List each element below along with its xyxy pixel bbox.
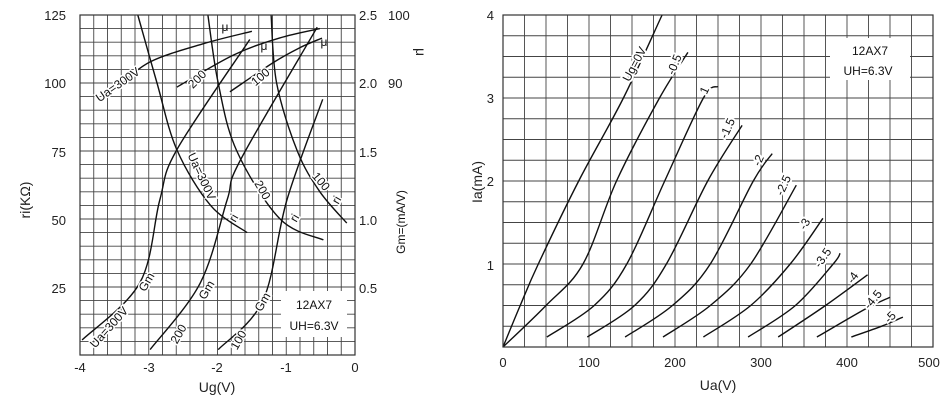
ri-100v-label: 100	[309, 169, 333, 194]
gm-tick: 2.0	[359, 76, 377, 91]
x-tick: 0	[499, 355, 506, 370]
x-tick: -2	[211, 360, 223, 375]
y-tick: 25	[52, 281, 66, 296]
y-tick: 50	[52, 213, 66, 228]
ri-label: ri	[226, 212, 241, 225]
curve-ug-0v	[502, 14, 663, 348]
left-chart-ri-mu-gm: 12AX7 UH=6.3V 125 100 75 50 25 -4 -3 -2 …	[17, 8, 429, 395]
mu-tick: 90	[388, 76, 402, 91]
x-tick: -1	[280, 360, 292, 375]
x-tick: 0	[351, 360, 358, 375]
right-chart-plate-characteristics: 12AX7 UH=6.3V 1 2 3 4 0 100 200 300 400 …	[469, 8, 940, 393]
y-tick: 100	[44, 76, 66, 91]
curve-label-ug-1: 1	[697, 84, 713, 96]
curve-ug-3v	[703, 217, 824, 338]
curve-label-ug-3: -3	[796, 216, 814, 233]
curve-ug-2v	[624, 153, 773, 338]
x-tick: 200	[664, 355, 686, 370]
x-axis-label: Ua(V)	[700, 377, 737, 393]
mu-100v-label: 100	[248, 65, 273, 89]
curve-ug-3.5v	[747, 252, 841, 338]
x-tick: 300	[750, 355, 772, 370]
curve-ug-2.5v	[662, 184, 797, 338]
right-plot-frame	[502, 14, 934, 348]
y-tick: 1	[487, 258, 494, 273]
gm-label: Gm	[252, 290, 274, 314]
curve-label-ug-4.5: -4.5	[861, 287, 885, 312]
curve-μ-ua-100v	[229, 37, 323, 93]
x-tick: -4	[74, 360, 86, 375]
mu-label: μ	[321, 35, 328, 49]
curve-ri-ua-200v	[207, 14, 324, 241]
mu-label: μ	[261, 39, 268, 53]
curve-μ-ua-200v	[176, 27, 321, 88]
x-tick: 500	[918, 355, 940, 370]
right-curve-labels: Ug=0V -0.5 1 -1.5 -2 -2.5 -3 -3.5 -4 -4.…	[618, 42, 902, 327]
y-tick: 2	[487, 174, 494, 189]
gm-label: Gm	[196, 278, 218, 302]
curve-gm-ua-300v	[81, 39, 251, 341]
curve-label-ug-5: -5	[881, 308, 899, 326]
curve-label-ug-2: -2	[750, 152, 767, 168]
gm-tick: 2.5	[359, 8, 377, 23]
curve-μ-ua-300v	[116, 30, 253, 89]
x-tick: 100	[578, 355, 600, 370]
y-tick: 4	[487, 8, 494, 23]
x-tick: -3	[143, 360, 155, 375]
mu-label: μ	[222, 20, 229, 34]
y-tick: 125	[44, 8, 66, 23]
y-axis-label: ri(KΩ)	[17, 182, 33, 219]
curve-ug-0.5v	[502, 52, 689, 348]
x-tick: 400	[836, 355, 858, 370]
right-tube-type: 12AX7	[852, 44, 888, 58]
ri-200v-label: 200	[251, 178, 273, 203]
mu-tick: 100	[388, 8, 410, 23]
gm-axis-label: Gm=(mA/V)	[394, 190, 408, 254]
curve-gm-ua-200v	[149, 26, 318, 351]
curve-ug-1.5v	[586, 125, 743, 338]
y-tick: 75	[52, 145, 66, 160]
gm-tick: 0.5	[359, 281, 377, 296]
gm-tick: 1.0	[359, 213, 377, 228]
curve-ri-ua-100v	[270, 14, 348, 224]
left-curves	[81, 14, 348, 351]
y-tick: 3	[487, 91, 494, 106]
right-grid	[502, 14, 934, 348]
curve-ug-4.5v	[816, 296, 891, 338]
y-axis-label: Ia(mA)	[469, 161, 485, 203]
right-curves	[502, 14, 904, 348]
left-annotation-box	[281, 291, 347, 337]
curve-ug-1v	[546, 85, 719, 338]
curve-label-ug-0: Ug=0V	[620, 44, 650, 83]
right-annotation-box	[830, 38, 910, 80]
right-heater-voltage: UH=6.3V	[843, 64, 892, 78]
left-heater-voltage: UH=6.3V	[289, 319, 338, 333]
gm-tick: 1.5	[359, 145, 377, 160]
curve-ug-5v	[851, 316, 904, 338]
left-plot-frame	[79, 14, 356, 356]
curve-ug-4v	[777, 274, 869, 338]
mu-axis-label: μ	[413, 48, 429, 56]
ri-label: ri	[329, 194, 344, 207]
left-tube-type: 12AX7	[296, 298, 332, 312]
x-axis-label: Ug(V)	[199, 379, 236, 395]
curve-gm-ua-100v	[217, 99, 324, 351]
curve-label-ug-0.5: -0.5	[664, 52, 685, 77]
